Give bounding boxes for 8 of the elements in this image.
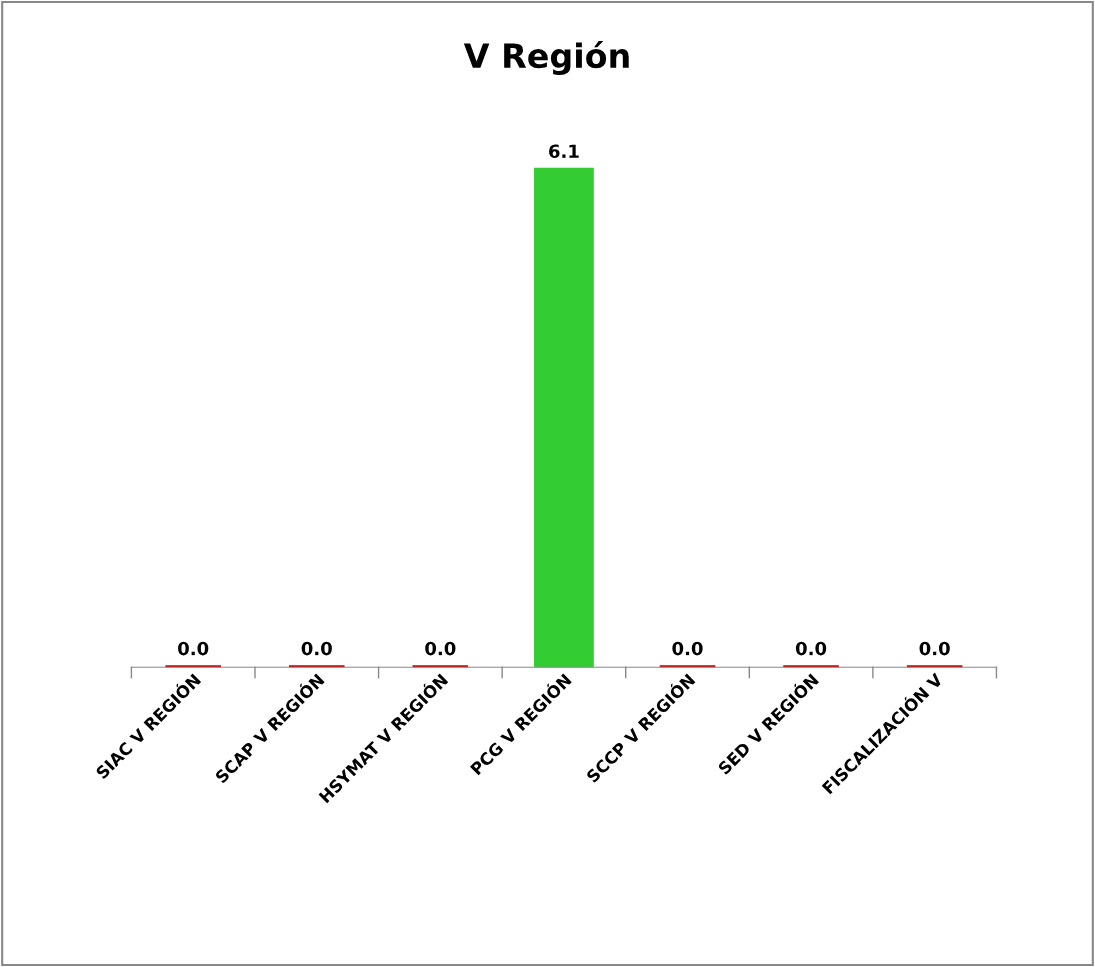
chart-title: V Región [463,41,629,75]
data-label: 0.0 [178,641,209,656]
data-label: 0.0 [301,641,332,656]
data-label: 0.0 [425,641,456,656]
data-label: 0.0 [919,641,950,656]
data-label: 0.0 [795,641,827,656]
data-label: 0.0 [672,641,703,656]
data-label: 6.1 [549,144,579,159]
